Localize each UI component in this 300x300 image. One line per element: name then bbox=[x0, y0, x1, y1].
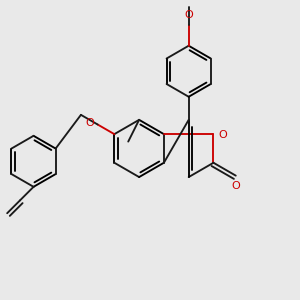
Text: O: O bbox=[218, 130, 227, 140]
Text: O: O bbox=[231, 181, 240, 191]
Text: O: O bbox=[85, 118, 94, 128]
Text: O: O bbox=[184, 10, 193, 20]
